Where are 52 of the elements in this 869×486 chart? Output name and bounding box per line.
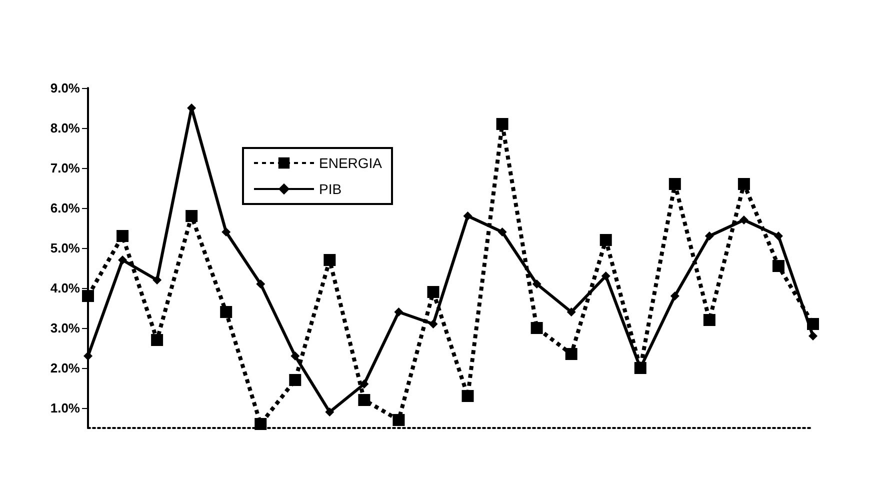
y-tick-label: 9.0% bbox=[50, 80, 80, 96]
point bbox=[600, 234, 612, 246]
point bbox=[427, 286, 440, 298]
point bbox=[739, 216, 748, 224]
point bbox=[394, 308, 404, 316]
point bbox=[808, 332, 818, 340]
point bbox=[601, 272, 610, 280]
y-tick-label: 8.0% bbox=[50, 120, 80, 136]
point bbox=[774, 232, 783, 240]
point bbox=[116, 230, 129, 242]
y-tick-label: 1.0% bbox=[50, 400, 80, 416]
point bbox=[392, 414, 405, 426]
y-tick-label: 6.0% bbox=[50, 200, 80, 216]
point bbox=[463, 212, 472, 220]
point bbox=[118, 256, 128, 264]
point bbox=[358, 394, 370, 406]
point bbox=[289, 374, 302, 386]
y-tick-label: 7.0% bbox=[50, 160, 80, 176]
point bbox=[222, 228, 231, 236]
point bbox=[254, 418, 267, 430]
point bbox=[807, 318, 819, 330]
point bbox=[566, 308, 576, 316]
y-tick-label: 3.0% bbox=[50, 320, 80, 336]
point bbox=[256, 280, 266, 288]
point bbox=[428, 320, 438, 328]
point bbox=[325, 408, 334, 416]
point bbox=[668, 178, 681, 190]
point bbox=[84, 352, 92, 360]
point bbox=[703, 314, 716, 326]
point bbox=[565, 348, 578, 360]
point bbox=[670, 292, 680, 300]
legend-label: PIB bbox=[319, 181, 342, 197]
point bbox=[152, 276, 162, 284]
point bbox=[738, 178, 750, 190]
point bbox=[151, 334, 164, 346]
point bbox=[360, 380, 369, 388]
point bbox=[530, 322, 543, 334]
point bbox=[532, 280, 542, 288]
point bbox=[462, 390, 474, 402]
point bbox=[220, 306, 232, 318]
point bbox=[82, 290, 94, 302]
point bbox=[772, 260, 784, 272]
y-tick-label: 5.0% bbox=[50, 240, 80, 256]
point bbox=[290, 352, 300, 360]
point bbox=[498, 228, 507, 236]
point bbox=[704, 232, 714, 240]
point bbox=[186, 210, 198, 222]
point bbox=[324, 254, 336, 266]
y-tick-label: 4.0% bbox=[50, 280, 80, 296]
point bbox=[496, 118, 508, 130]
legend-label: ENERGIA bbox=[319, 155, 383, 171]
y-tick-label: 2.0% bbox=[50, 360, 80, 376]
